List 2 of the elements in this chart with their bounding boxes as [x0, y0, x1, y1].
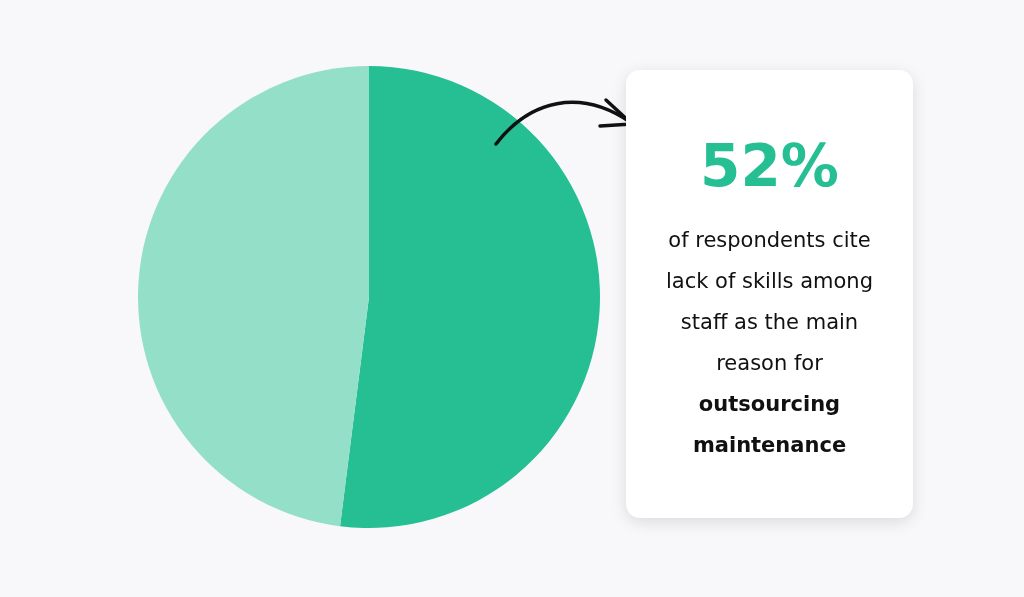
text: 52%	[699, 132, 840, 200]
text: outsourcing maintenance	[691, 391, 848, 459]
